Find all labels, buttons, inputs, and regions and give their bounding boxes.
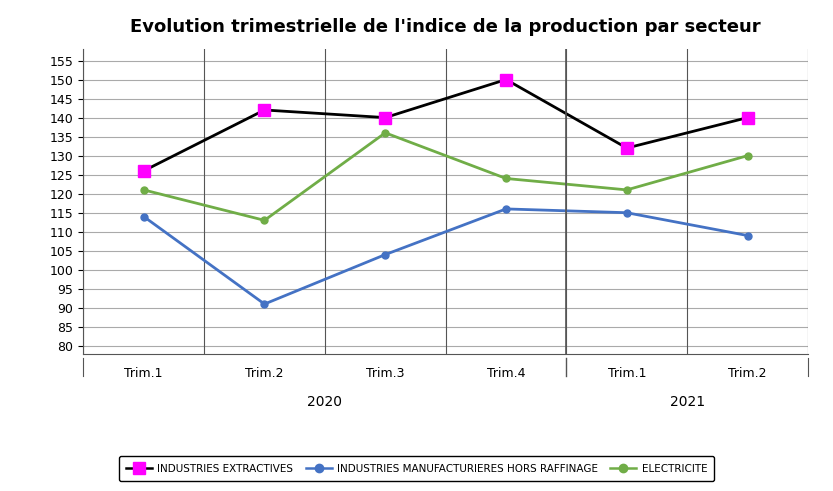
Text: 2021: 2021 [670,395,705,409]
Text: 2020: 2020 [307,395,342,409]
Legend: INDUSTRIES EXTRACTIVES, INDUSTRIES MANUFACTURIERES HORS RAFFINAGE, ELECTRICITE: INDUSTRIES EXTRACTIVES, INDUSTRIES MANUF… [118,456,715,481]
Title: Evolution trimestrielle de l'indice de la production par secteur: Evolution trimestrielle de l'indice de l… [130,19,761,36]
